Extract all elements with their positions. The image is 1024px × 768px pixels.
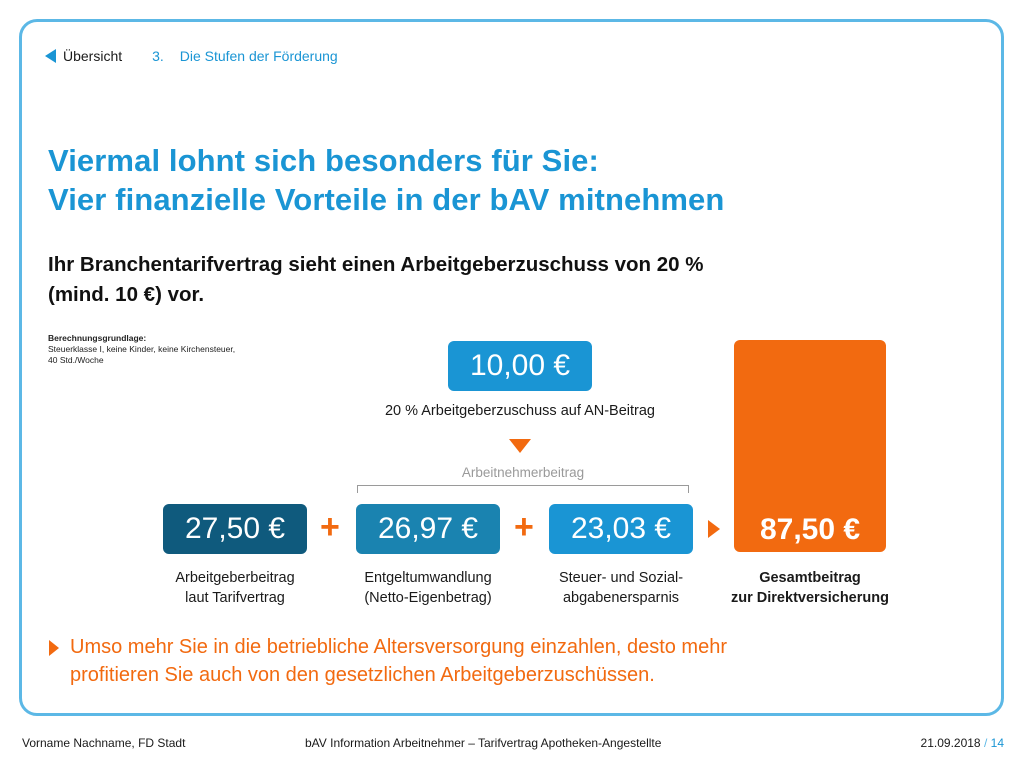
subtitle-line-1: Ihr Branchentarifvertrag sieht einen Arb… <box>48 253 704 276</box>
tax-savings-caption-line-2: abgabenersparnis <box>562 590 680 606</box>
title-line-2: Vier finanzielle Vorteile in der bAV mit… <box>48 182 725 217</box>
subtitle-line-2: (mind. 10 €) vor. <box>48 283 205 306</box>
salary-conversion-caption: Entgeltumwandlung (Netto-Eigenbetrag) <box>333 568 523 608</box>
employee-contribution-label: Arbeitnehmerbeitrag <box>461 465 585 480</box>
down-arrow-icon <box>509 439 531 453</box>
employer-subsidy-box: 10,00 € <box>448 341 592 391</box>
total-contribution-caption: Gesamtbeitrag zur Direktversicherung <box>700 568 920 608</box>
calculation-basis-line-2: 40 Std./Woche <box>48 355 104 365</box>
footer-author: Vorname Nachname, FD Stadt <box>22 736 186 750</box>
salary-conversion-caption-line-1: Entgeltumwandlung <box>364 570 492 586</box>
title-line-1: Viermal lohnt sich besonders für Sie: <box>48 143 599 178</box>
slide-subtitle: Ihr Branchentarifvertrag sieht einen Arb… <box>48 250 868 310</box>
tax-savings-caption-line-1: Steuer- und Sozial- <box>558 570 684 586</box>
total-contribution-value: 87,50 € <box>759 513 861 546</box>
salary-conversion-caption-line-2: (Netto-Eigenbetrag) <box>364 590 492 606</box>
employer-contribution-box: 27,50 € <box>163 504 307 554</box>
employer-contribution-caption: Arbeitgeberbeitrag laut Tarifvertrag <box>140 568 330 608</box>
salary-conversion-box: 26,97 € <box>356 504 500 554</box>
slide-frame <box>19 19 1004 716</box>
bullet-text-line-2: profitieren Sie auch von den gesetzliche… <box>70 664 655 686</box>
bullet-text-line-1: Umso mehr Sie in die betriebliche Alters… <box>70 636 728 658</box>
employer-contribution-caption-line-1: Arbeitgeberbeitrag <box>175 570 295 586</box>
overview-label: Übersicht <box>63 48 123 64</box>
section-label: Die Stufen der Förderung <box>179 48 338 64</box>
bullet-text: Umso mehr Sie in die betriebliche Alters… <box>70 633 727 689</box>
slide-title: Viermal lohnt sich besonders für Sie: Vi… <box>48 141 724 219</box>
employer-subsidy-value: 10,00 € <box>469 349 571 382</box>
overview-back-link[interactable]: Übersicht <box>45 48 122 64</box>
plus-sign-1: + <box>320 508 340 546</box>
plus-sign-2: + <box>514 508 534 546</box>
tax-savings-caption: Steuer- und Sozial- abgabenersparnis <box>526 568 716 608</box>
employee-contribution-bracket <box>357 485 689 493</box>
footer-page-number: 14 <box>990 736 1004 750</box>
total-contribution-caption-line-1: Gesamtbeitrag <box>759 570 861 586</box>
footer-date-page: 21.09.2018 / 14 <box>921 736 1004 750</box>
bullet-point: Umso mehr Sie in die betriebliche Alters… <box>48 633 898 689</box>
breadcrumb: Übersicht 3. Die Stufen der Förderung <box>45 46 338 66</box>
salary-conversion-value: 26,97 € <box>377 512 479 545</box>
equals-arrow-icon <box>708 520 720 538</box>
footer-separator: / <box>983 736 988 750</box>
section-number: 3. <box>152 48 164 64</box>
employer-contribution-caption-line-2: laut Tarifvertrag <box>185 590 285 606</box>
calculation-basis-line-1: Steuerklasse I, keine Kinder, keine Kirc… <box>48 344 236 354</box>
bullet-arrow-icon <box>49 640 59 656</box>
calculation-basis: Berechnungsgrundlage: Steuerklasse I, ke… <box>48 333 235 366</box>
back-arrow-icon <box>45 49 56 63</box>
footer-date: 21.09.2018 <box>920 736 981 750</box>
tax-savings-box: 23,03 € <box>549 504 693 554</box>
breadcrumb-section-link[interactable]: 3. Die Stufen der Förderung <box>152 48 338 64</box>
employer-contribution-value: 27,50 € <box>184 512 286 545</box>
total-contribution-bar <box>734 340 886 552</box>
calculation-basis-heading: Berechnungsgrundlage: <box>48 333 147 343</box>
tax-savings-value: 23,03 € <box>570 512 672 545</box>
footer-title: bAV Information Arbeitnehmer – Tarifvert… <box>305 736 662 750</box>
total-contribution-caption-line-2: zur Direktversicherung <box>731 590 889 606</box>
employer-subsidy-caption: 20 % Arbeitgeberzuschuss auf AN-Beitrag <box>384 403 655 419</box>
